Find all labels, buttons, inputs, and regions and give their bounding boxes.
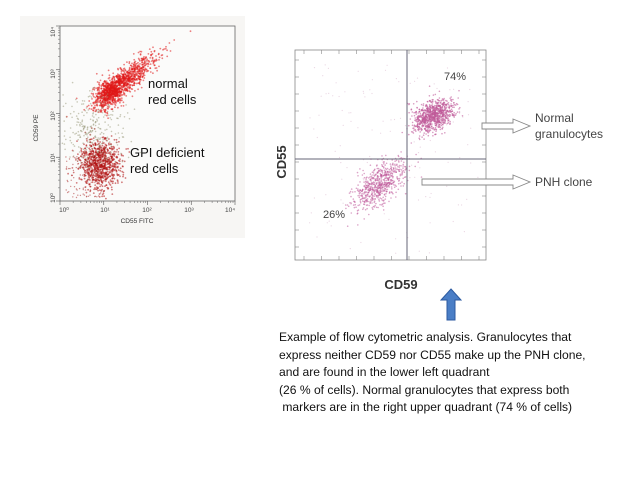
left-x-tick-label: 10¹ <box>100 207 110 214</box>
caption-line: express neither CD59 nor CD55 make up th… <box>279 347 586 362</box>
upper-right-percent: 74% <box>444 71 466 83</box>
normal-red-cells-label: normal <box>148 76 188 91</box>
left-x-axis-label: CD55 FITC <box>121 218 154 225</box>
right-y-axis-label: CD55 <box>274 145 289 178</box>
normal-granulocytes-arrow <box>481 118 532 134</box>
left-y-tick-label: 10⁰ <box>49 193 57 203</box>
gpi-deficient-label: GPI deficient <box>130 145 205 160</box>
left-y-tick-label: 10³ <box>50 68 57 78</box>
left-x-tick-label: 10³ <box>184 207 194 214</box>
right-plot-frame <box>294 49 487 261</box>
caption-line: Example of flow cytometric analysis. Gra… <box>279 330 572 344</box>
pnh-clone-label: PNH clone <box>535 175 593 189</box>
left-axis-ticks <box>56 25 236 205</box>
granulocyte-plot-svg: CD55 CD59 74% 26% Normal granulocytes PN… <box>274 49 603 292</box>
normal-granulocytes-label: Normal <box>535 111 574 125</box>
gpi-deficient-label: red cells <box>130 161 179 176</box>
normal-granulocytes-label: granulocytes <box>535 127 603 141</box>
left-x-tick-label: 10⁰ <box>59 206 69 214</box>
up-arrow-shape <box>440 288 462 321</box>
caption-line: and are found in the lower left quadrant <box>279 365 490 380</box>
left-y-tick-label: 10² <box>50 110 57 120</box>
left-dot-cloud <box>61 30 192 200</box>
right-dot-cloud <box>309 64 479 254</box>
up-arrow-icon <box>440 288 462 321</box>
caption-line: (26 % of cells). Normal granulocytes tha… <box>279 382 570 397</box>
lower-left-percent: 26% <box>323 209 345 221</box>
right-axis-ticks <box>295 50 486 260</box>
caption-line: markers are in the right upper quadrant … <box>279 400 573 415</box>
left-x-tick-label: 10² <box>142 207 152 214</box>
figure-caption: Example of flow cytometric analysis. Gra… <box>279 329 624 417</box>
red-cell-flow-plot: CD59 PE CD55 FITC 10⁴ 10³ 10² 10¹ 10⁰ 10… <box>20 16 245 238</box>
right-x-axis-label: CD59 <box>384 277 417 292</box>
left-y-axis-label: CD59 PE <box>33 114 40 142</box>
red-cell-plot-svg: CD59 PE CD55 FITC 10⁴ 10³ 10² 10¹ 10⁰ 10… <box>33 25 236 225</box>
normal-red-cells-label: red cells <box>148 92 197 107</box>
granulocyte-flow-plot: CD55 CD59 74% 26% Normal granulocytes PN… <box>268 44 608 306</box>
pnh-clone-arrow <box>421 174 532 190</box>
left-x-tick-label: 10⁴ <box>225 207 235 214</box>
left-y-tick-label: 10¹ <box>50 152 57 162</box>
left-y-tick-label: 10⁴ <box>50 27 57 37</box>
